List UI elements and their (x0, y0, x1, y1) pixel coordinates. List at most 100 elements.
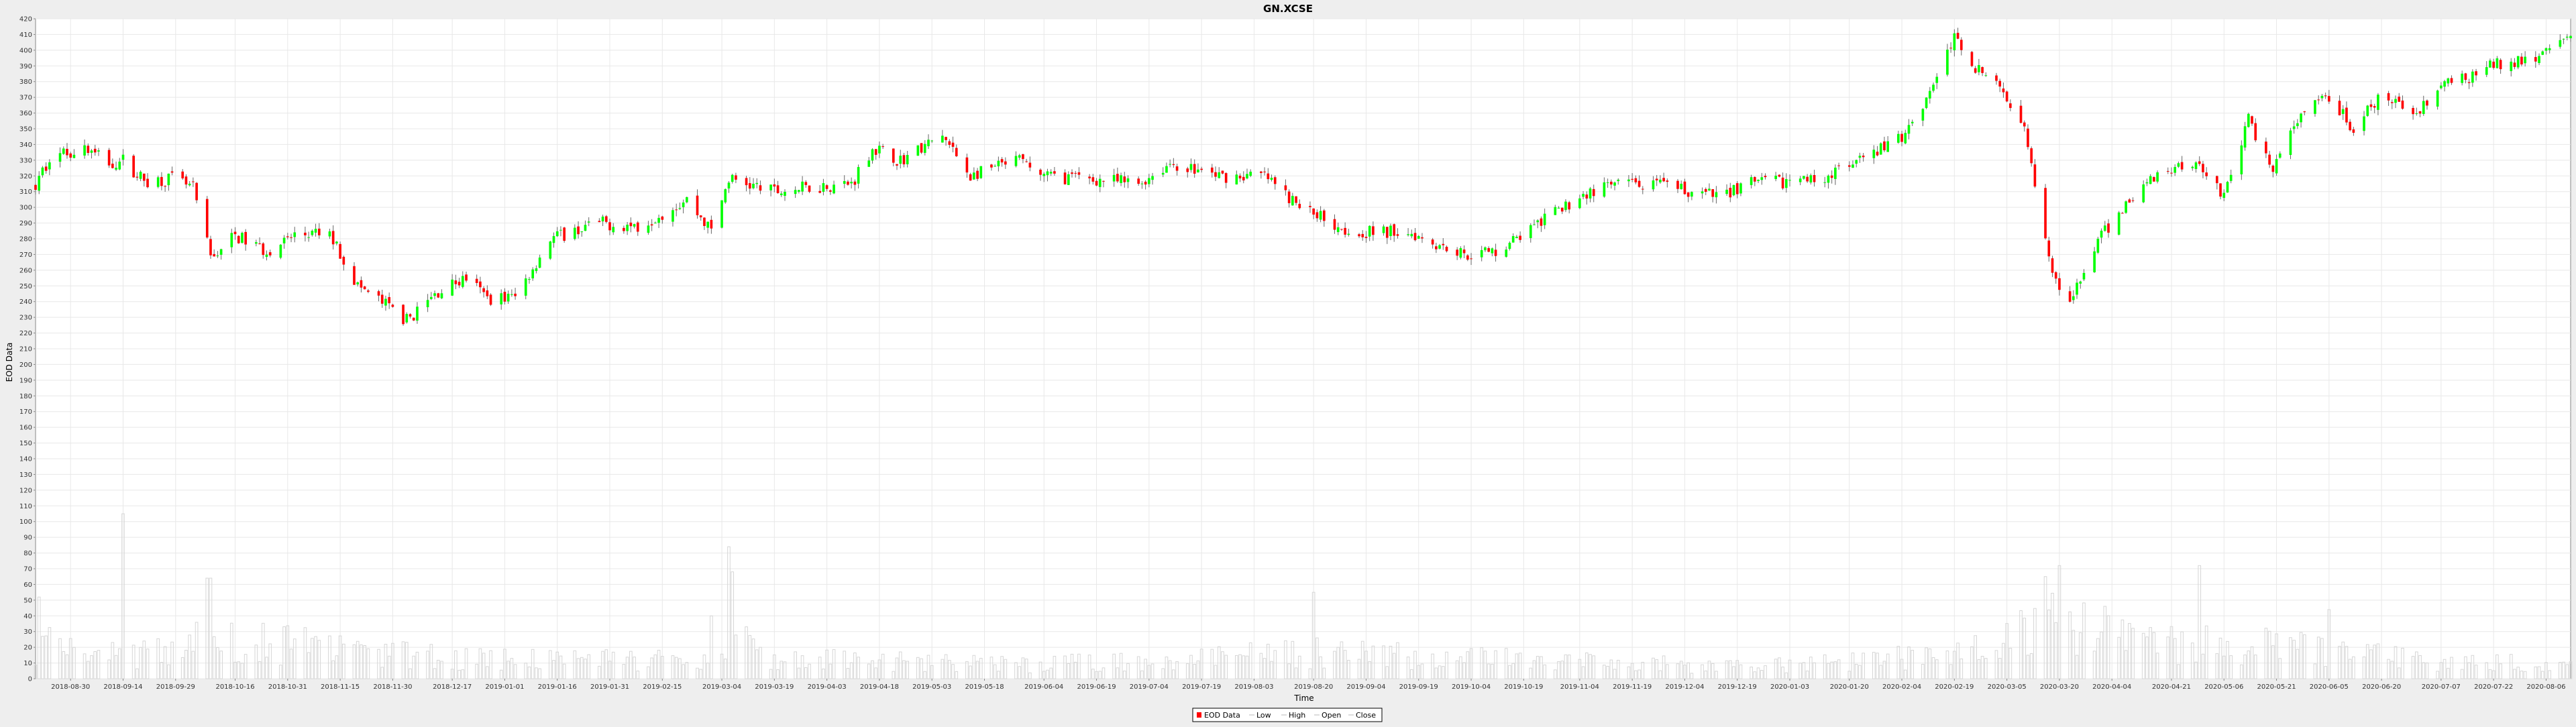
y-tick-label: 120 (19, 487, 32, 494)
volume-bar (2540, 671, 2544, 679)
candle-down (1847, 165, 1851, 167)
candle-down (2475, 71, 2477, 76)
volume-bar (2271, 645, 2275, 679)
candle-down (2044, 188, 2047, 239)
volume-bar (311, 638, 314, 679)
candle-up (2177, 163, 2180, 167)
x-tick-label: 2019-05-18 (965, 683, 1004, 691)
candle-down (1260, 171, 1263, 173)
volume-bar (2218, 637, 2222, 679)
candle-down (703, 217, 706, 226)
volume-bar (1707, 661, 1711, 679)
volume-bar (1984, 658, 1988, 679)
volume-bar (2446, 667, 2450, 679)
candle-down (1956, 32, 1960, 39)
volume-bar (800, 655, 804, 679)
volume-bar (804, 667, 808, 679)
volume-bar (1960, 658, 1964, 679)
volume-bar (1270, 661, 1273, 679)
y-tick-label: 110 (19, 503, 32, 510)
volume-bar (1949, 664, 1953, 679)
volume-bar (2422, 662, 2426, 679)
y-tick-label: 50 (23, 597, 32, 604)
candle-down (1830, 175, 1833, 178)
volume-bar (1263, 658, 1267, 679)
x-tick-label: 2019-01-16 (538, 683, 577, 691)
candle-up (601, 216, 604, 222)
candle-up (2489, 60, 2491, 68)
volume-bar (2513, 669, 2516, 679)
volume-bar (1336, 647, 1340, 679)
volume-bar (1053, 656, 1057, 679)
volume-bar (843, 651, 847, 679)
candle-up (1382, 226, 1385, 233)
candle-up (1978, 65, 1980, 72)
candle-down (2426, 100, 2428, 106)
candle-up (2117, 212, 2121, 235)
candle-down (486, 290, 489, 296)
volume-bar (136, 668, 139, 679)
candle-down (1456, 249, 1458, 256)
volume-bar (1441, 666, 1445, 679)
volume-bar (2008, 647, 2012, 679)
volume-bar (832, 649, 836, 679)
candle-down (209, 239, 212, 256)
candle-up (1582, 194, 1585, 197)
candle-down (1781, 177, 1784, 188)
candle-down (2009, 103, 2012, 108)
volume-bar (1494, 650, 1497, 679)
candle-up (38, 176, 41, 191)
legend: EOD Data Low High Open Close (1192, 708, 1383, 722)
candle-down (2215, 176, 2218, 184)
volume-bar (2229, 655, 2233, 679)
volume-bar (2047, 609, 2051, 679)
candle-up (1319, 211, 1322, 220)
candle-down (93, 148, 97, 153)
candle-down (1729, 187, 1732, 198)
candle-down (479, 281, 482, 288)
candle-up (612, 227, 615, 233)
volume-bar (783, 661, 787, 679)
candle-up (1218, 172, 1221, 178)
y-tick-label: 300 (19, 205, 32, 212)
volume-bar (1732, 666, 1735, 679)
volume-bar (1725, 660, 1729, 679)
x-tick-label: 2018-08-30 (51, 683, 90, 691)
candle-up (1855, 160, 1858, 164)
candle-down (195, 182, 198, 201)
volume-bar (906, 661, 910, 679)
volume-bar (584, 659, 587, 679)
volume-bar (1165, 657, 1169, 679)
volume-bar (997, 671, 1000, 679)
candle-up (219, 249, 223, 255)
volume-bar (2092, 651, 2096, 679)
candle-down (2450, 78, 2453, 83)
volume-bar (1242, 655, 1246, 679)
candle-up (1126, 178, 1130, 182)
volume-bar (1585, 653, 1589, 679)
candle-down (650, 224, 653, 226)
candle-down (2418, 111, 2422, 114)
candle-up (927, 139, 930, 146)
volume-bar (1259, 653, 1263, 679)
volume-bar (1224, 655, 1228, 679)
volume-bar (1409, 669, 1413, 679)
candle-up (857, 167, 860, 184)
candle-up (90, 150, 93, 153)
candle-down (1053, 171, 1056, 174)
volume-bar (1266, 643, 1270, 679)
candle-up (440, 293, 443, 298)
candle-up (1715, 192, 1718, 198)
volume-bar (1049, 667, 1053, 679)
candle-down (2390, 102, 2394, 103)
candle-down (2492, 61, 2495, 68)
legend-label: EOD Data (1204, 711, 1240, 720)
y-tick-label: 90 (23, 535, 32, 542)
volume-bar (1658, 670, 1662, 679)
candle-down (1175, 166, 1179, 171)
candle-down (710, 219, 713, 229)
candle-up (1246, 174, 1248, 179)
volume-bar (622, 663, 626, 679)
candle-down (66, 148, 68, 156)
candle-up (2096, 238, 2100, 253)
